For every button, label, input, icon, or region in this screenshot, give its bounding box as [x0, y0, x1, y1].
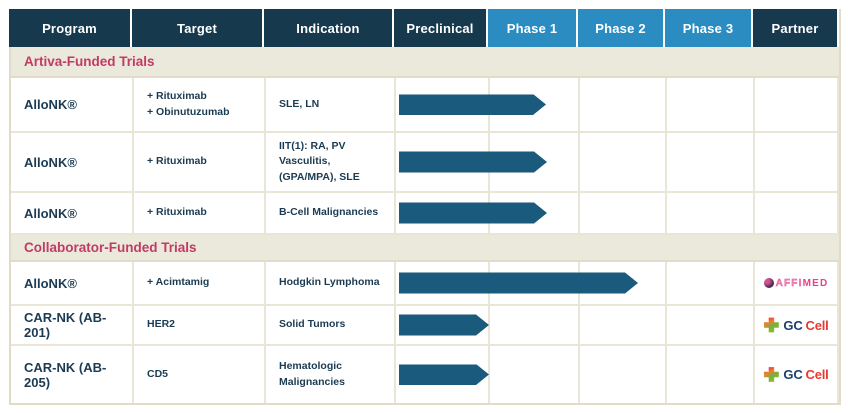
- phase-3-cell: [667, 262, 755, 304]
- program-cell: AlloNK®: [11, 262, 134, 304]
- table-row: CAR-NK (AB-201) HER2 Solid Tumors GC Cell: [11, 306, 839, 346]
- indication-cell: Hematologic Malignancies: [266, 346, 396, 403]
- progress-arrow: [399, 273, 638, 294]
- phase-3-cell: [667, 306, 755, 344]
- program-cell: AlloNK®: [11, 78, 134, 131]
- target-cell: HER2: [134, 306, 266, 344]
- table-row: CAR-NK (AB-205) CD5 Hematologic Malignan…: [11, 346, 839, 403]
- phase-1-cell: [490, 78, 580, 131]
- indication-cell: SLE, LN: [266, 78, 396, 131]
- progress-arrow: [399, 94, 546, 115]
- phase-1-cell: [490, 193, 580, 233]
- phase-2-cell: [580, 133, 667, 191]
- gc-cross-icon: [764, 317, 779, 333]
- column-header-indication: Indication: [264, 9, 394, 47]
- progress-arrow: [399, 203, 547, 224]
- table-row: AlloNK® + Rituximab B-Cell Malignancies: [11, 193, 839, 235]
- phase-1-cell: [490, 133, 580, 191]
- partner-cell: [755, 78, 839, 131]
- pipeline-table: Program Target Indication Preclinical Ph…: [9, 9, 841, 405]
- phase-3-cell: [667, 78, 755, 131]
- column-header-program: Program: [9, 9, 132, 47]
- column-header-partner: Partner: [753, 9, 837, 47]
- target-cell: + Rituximab: [134, 193, 266, 233]
- phase-2-cell: [580, 306, 667, 344]
- progress-arrow: [399, 152, 547, 173]
- phase-1-cell: [490, 306, 580, 344]
- preclinical-cell: [396, 346, 490, 403]
- phase-3-cell: [667, 133, 755, 191]
- phase-1-cell: [490, 346, 580, 403]
- table-row: AlloNK® + Rituximab IIT(1): RA, PV Vascu…: [11, 133, 839, 193]
- column-header-phase-3: Phase 3: [665, 9, 753, 47]
- indication-cell: Solid Tumors: [266, 306, 396, 344]
- target-cell: + Rituximab: [134, 133, 266, 191]
- phase-3-cell: [667, 193, 755, 233]
- phase-2-cell: [580, 346, 667, 403]
- program-cell: AlloNK®: [11, 133, 134, 191]
- progress-arrow: [399, 315, 489, 336]
- program-cell: CAR-NK (AB-205): [11, 346, 134, 403]
- section-header-artiva-funded: Artiva-Funded Trials: [11, 47, 839, 78]
- column-header-target: Target: [132, 9, 264, 47]
- target-cell: CD5: [134, 346, 266, 403]
- phase-2-cell: [580, 262, 667, 304]
- progress-arrow: [399, 364, 489, 385]
- affimed-logo-text: AFFIMED: [775, 277, 829, 289]
- partner-cell: [755, 133, 839, 191]
- column-header-preclinical: Preclinical: [394, 9, 488, 47]
- column-header-phase-1: Phase 1: [488, 9, 578, 47]
- column-header-phase-2: Phase 2: [578, 9, 665, 47]
- program-cell: CAR-NK (AB-201): [11, 306, 134, 344]
- gc-cross-icon: [764, 367, 779, 382]
- gc-cell-logo-text: GC Cell: [783, 367, 829, 382]
- partner-cell: AFFIMED: [755, 262, 839, 304]
- partner-cell: [755, 193, 839, 233]
- phase-3-cell: [667, 346, 755, 403]
- affimed-orb-icon: [763, 278, 774, 288]
- gc-cell-logo-text: GC Cell: [783, 317, 829, 333]
- gc-cell-logo: GC Cell: [763, 317, 829, 333]
- preclinical-cell: [396, 306, 490, 344]
- table-row: AlloNK® + Acimtamig Hodgkin Lymphoma AFF…: [11, 262, 839, 306]
- table-header-row: Program Target Indication Preclinical Ph…: [9, 9, 841, 47]
- indication-cell: B-Cell Malignancies: [266, 193, 396, 233]
- partner-cell: GC Cell: [755, 306, 839, 344]
- gc-cell-logo: GC Cell: [763, 367, 829, 383]
- phase-2-cell: [580, 78, 667, 131]
- phase-2-cell: [580, 193, 667, 233]
- partner-cell: GC Cell: [755, 346, 839, 403]
- table-row: AlloNK® + Rituximab + Obinutuzumab SLE, …: [11, 78, 839, 133]
- target-cell: + Rituximab + Obinutuzumab: [134, 78, 266, 131]
- program-cell: AlloNK®: [11, 193, 134, 233]
- target-cell: + Acimtamig: [134, 262, 266, 304]
- indication-cell: Hodgkin Lymphoma: [266, 262, 396, 304]
- affimed-logo: AFFIMED: [763, 277, 829, 289]
- section-header-collaborator-funded: Collaborator-Funded Trials: [11, 235, 839, 262]
- indication-cell: IIT(1): RA, PV Vasculitis, (GPA/MPA), SL…: [266, 133, 396, 191]
